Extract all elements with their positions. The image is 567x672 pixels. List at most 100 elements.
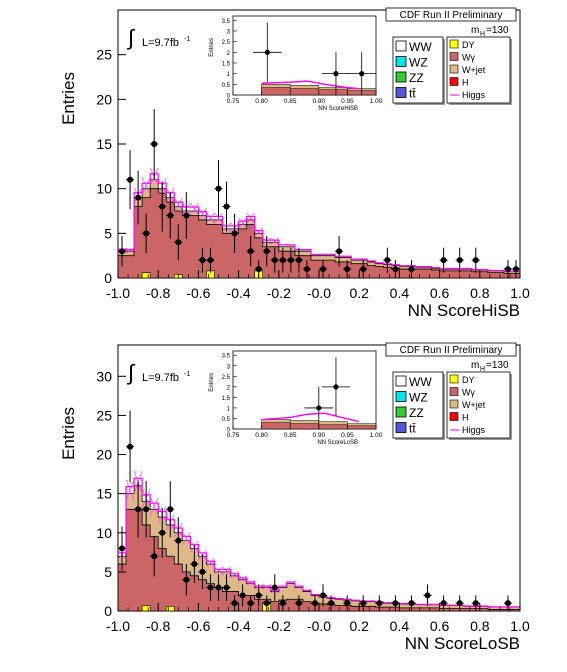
data-point bbox=[263, 600, 270, 607]
legend-label: W+jet bbox=[462, 400, 486, 410]
inset-y-tick-label: 2 bbox=[227, 385, 231, 391]
legend-label: ZZ bbox=[409, 71, 424, 85]
inset-x-tick-label: 0.80 bbox=[255, 432, 268, 439]
legend-label: Higgs bbox=[462, 90, 486, 100]
data-point bbox=[456, 257, 463, 264]
legend-swatch bbox=[449, 39, 459, 49]
legend-swatch bbox=[449, 374, 459, 384]
uncertainty-hatch bbox=[262, 584, 271, 590]
dy-bin bbox=[141, 605, 151, 612]
inset-y-tick-label: 1 bbox=[227, 406, 231, 412]
inset-y-tick-label: 2 bbox=[227, 51, 231, 57]
y-tick-label: 10 bbox=[96, 525, 112, 541]
uncertainty-hatch bbox=[141, 177, 151, 195]
lumi-label: L=9.7fb bbox=[142, 372, 179, 384]
uncertainty-hatch bbox=[149, 496, 159, 516]
legend-swatch bbox=[395, 406, 407, 418]
lumi-label: L=9.7fb bbox=[142, 37, 179, 49]
data-point bbox=[263, 248, 270, 255]
data-point bbox=[183, 576, 190, 583]
uncertainty-hatch bbox=[214, 566, 223, 575]
inset-y-tick-label: 1 bbox=[227, 72, 231, 78]
inset-data-point bbox=[359, 71, 365, 77]
x-tick-label: -0.8 bbox=[146, 285, 170, 301]
mass-value: =130 bbox=[486, 360, 509, 371]
inset-wgamma-bin bbox=[318, 89, 348, 96]
data-point bbox=[135, 506, 142, 513]
y-tick-label: 25 bbox=[96, 407, 112, 423]
inset-y-tick-label: 3.5 bbox=[222, 354, 231, 360]
x-tick-label: 0.2 bbox=[349, 618, 369, 634]
legend-label: tt̄ bbox=[409, 87, 416, 101]
data-point bbox=[255, 266, 262, 273]
data-point bbox=[167, 212, 174, 219]
data-point bbox=[223, 203, 230, 210]
data-point bbox=[271, 257, 278, 264]
x-tick-label: 0.2 bbox=[349, 285, 369, 301]
uncertainty-hatch bbox=[125, 247, 135, 254]
data-point bbox=[344, 266, 351, 273]
x-tick-label: -0.0 bbox=[307, 285, 331, 301]
legend-swatch bbox=[449, 64, 459, 74]
data-point bbox=[320, 592, 327, 599]
x-tick-label: -0.6 bbox=[186, 285, 210, 301]
legend-swatch bbox=[449, 52, 459, 61]
data-point bbox=[143, 506, 150, 513]
x-tick-label: 0.4 bbox=[390, 285, 410, 301]
legend-label: Higgs bbox=[462, 425, 486, 435]
data-point bbox=[311, 600, 318, 607]
inset-y-tick-label: 3 bbox=[227, 29, 231, 35]
legend-swatch bbox=[449, 77, 459, 86]
x-tick-label: -1.0 bbox=[106, 618, 130, 634]
inset-wgamma-bin bbox=[261, 422, 291, 430]
data-point bbox=[456, 600, 463, 607]
data-point bbox=[159, 529, 166, 536]
uncertainty-hatch bbox=[238, 217, 247, 228]
mass-label: m bbox=[471, 360, 479, 371]
data-point bbox=[328, 600, 335, 607]
data-point bbox=[504, 266, 511, 273]
legend-label: H bbox=[462, 413, 469, 423]
x-tick-label: 0.4 bbox=[390, 618, 410, 634]
data-point bbox=[440, 600, 447, 607]
legend-label: WW bbox=[409, 375, 432, 389]
inset-x-tick-label: 0.80 bbox=[255, 98, 268, 105]
data-point bbox=[392, 600, 399, 607]
uncertainty-hatch bbox=[190, 202, 199, 216]
data-point bbox=[376, 600, 383, 607]
lumi-exponent: -1 bbox=[184, 36, 190, 43]
legend-swatch bbox=[395, 375, 407, 387]
y-tick-label: 15 bbox=[96, 486, 112, 502]
uncertainty-hatch bbox=[198, 549, 207, 560]
inset-x-tick-label: 0.90 bbox=[312, 432, 325, 439]
y-tick-label: 0 bbox=[104, 270, 112, 286]
inset-data-point bbox=[333, 71, 339, 77]
inset-x-tick-label: 1.00 bbox=[370, 432, 383, 439]
mass-sub: H bbox=[480, 366, 485, 373]
data-point bbox=[408, 600, 415, 607]
x-tick-label: -0.4 bbox=[227, 618, 251, 634]
inset-data-point bbox=[316, 405, 322, 411]
data-point bbox=[504, 600, 511, 607]
data-point bbox=[384, 257, 391, 264]
x-tick-label: -0.4 bbox=[227, 285, 251, 301]
inset-x-tick-label: 0.95 bbox=[341, 98, 354, 105]
x-tick-label: 0.8 bbox=[470, 285, 490, 301]
uncertainty-hatch bbox=[206, 558, 215, 568]
uncertainty-hatch bbox=[246, 212, 255, 224]
data-point bbox=[247, 248, 254, 255]
data-point bbox=[440, 257, 447, 264]
data-point bbox=[336, 248, 343, 255]
legend-swatch bbox=[395, 56, 407, 67]
inset-frame bbox=[232, 350, 377, 430]
legend-swatch bbox=[395, 87, 407, 98]
legend-swatch bbox=[449, 399, 459, 409]
legend-swatch bbox=[395, 71, 407, 83]
inset-wgamma-bin bbox=[261, 87, 291, 96]
legend-label: WW bbox=[409, 40, 432, 54]
header-box bbox=[385, 7, 517, 22]
uncertainty-hatch bbox=[125, 479, 135, 501]
data-point bbox=[512, 266, 519, 273]
legend-label: Wγ bbox=[462, 388, 475, 398]
